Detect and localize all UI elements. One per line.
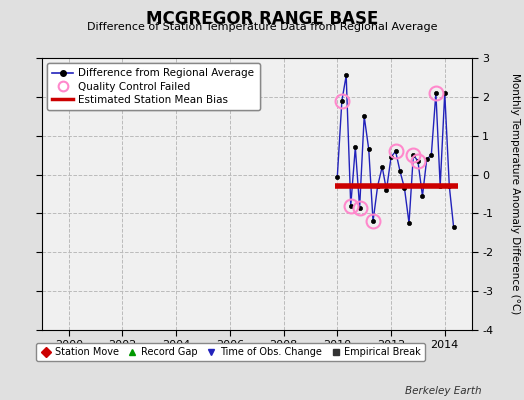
Legend: Station Move, Record Gap, Time of Obs. Change, Empirical Break: Station Move, Record Gap, Time of Obs. C… bbox=[36, 343, 425, 361]
Text: Difference of Station Temperature Data from Regional Average: Difference of Station Temperature Data f… bbox=[87, 22, 437, 32]
Y-axis label: Monthly Temperature Anomaly Difference (°C): Monthly Temperature Anomaly Difference (… bbox=[510, 73, 520, 315]
Text: Berkeley Earth: Berkeley Earth bbox=[406, 386, 482, 396]
Legend: Difference from Regional Average, Quality Control Failed, Estimated Station Mean: Difference from Regional Average, Qualit… bbox=[47, 63, 259, 110]
Text: MCGREGOR RANGE BASE: MCGREGOR RANGE BASE bbox=[146, 10, 378, 28]
